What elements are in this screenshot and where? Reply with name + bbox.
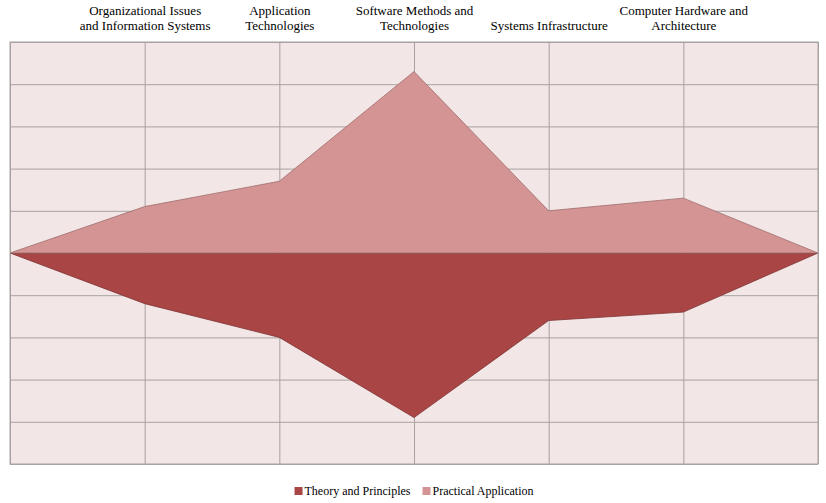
plot-area [10, 42, 818, 464]
x-tick-label: Software Methods andTechnologies [356, 3, 474, 33]
background [0, 0, 826, 503]
marks [10, 72, 818, 418]
area [10, 253, 818, 418]
legend-item: Theory and Principles [295, 484, 411, 498]
y-axis [10, 43, 818, 465]
x-tick-label-line: and Information Systems [80, 18, 211, 33]
plot-frame [10, 42, 818, 464]
x-tick-label-line: Computer Hardware and [620, 3, 749, 18]
legend-item: Practical Application [423, 484, 534, 498]
legend: Theory and Principles Practical Applicati… [295, 484, 534, 498]
x-tick-label-line: Architecture [651, 18, 716, 33]
x-tick-label: Systems Infrastructure [490, 18, 608, 33]
legend-label: Practical Application [433, 484, 534, 498]
x-tick-label-line: Systems Infrastructure [490, 18, 608, 33]
x-tick-label-line: Organizational Issues [89, 3, 201, 18]
legend-swatch [295, 487, 303, 495]
x-tick-label: Organizational Issuesand Information Sys… [80, 3, 211, 33]
x-tick-label-line: Technologies [380, 18, 449, 33]
x-tick-label-line: Technologies [245, 18, 314, 33]
x-axis: Organizational Issuesand Information Sys… [11, 3, 819, 464]
x-tick-label: Computer Hardware andArchitecture [620, 3, 749, 33]
x-tick-label: ApplicationTechnologies [245, 3, 314, 33]
x-tick-label-line: Software Methods and [356, 3, 474, 18]
chart: Organizational Issuesand Information Sys… [0, 0, 826, 503]
legend-swatch [423, 487, 431, 495]
x-tick-label-line: Application [249, 3, 311, 18]
legend-label: Theory and Principles [305, 484, 411, 498]
area [10, 72, 818, 253]
